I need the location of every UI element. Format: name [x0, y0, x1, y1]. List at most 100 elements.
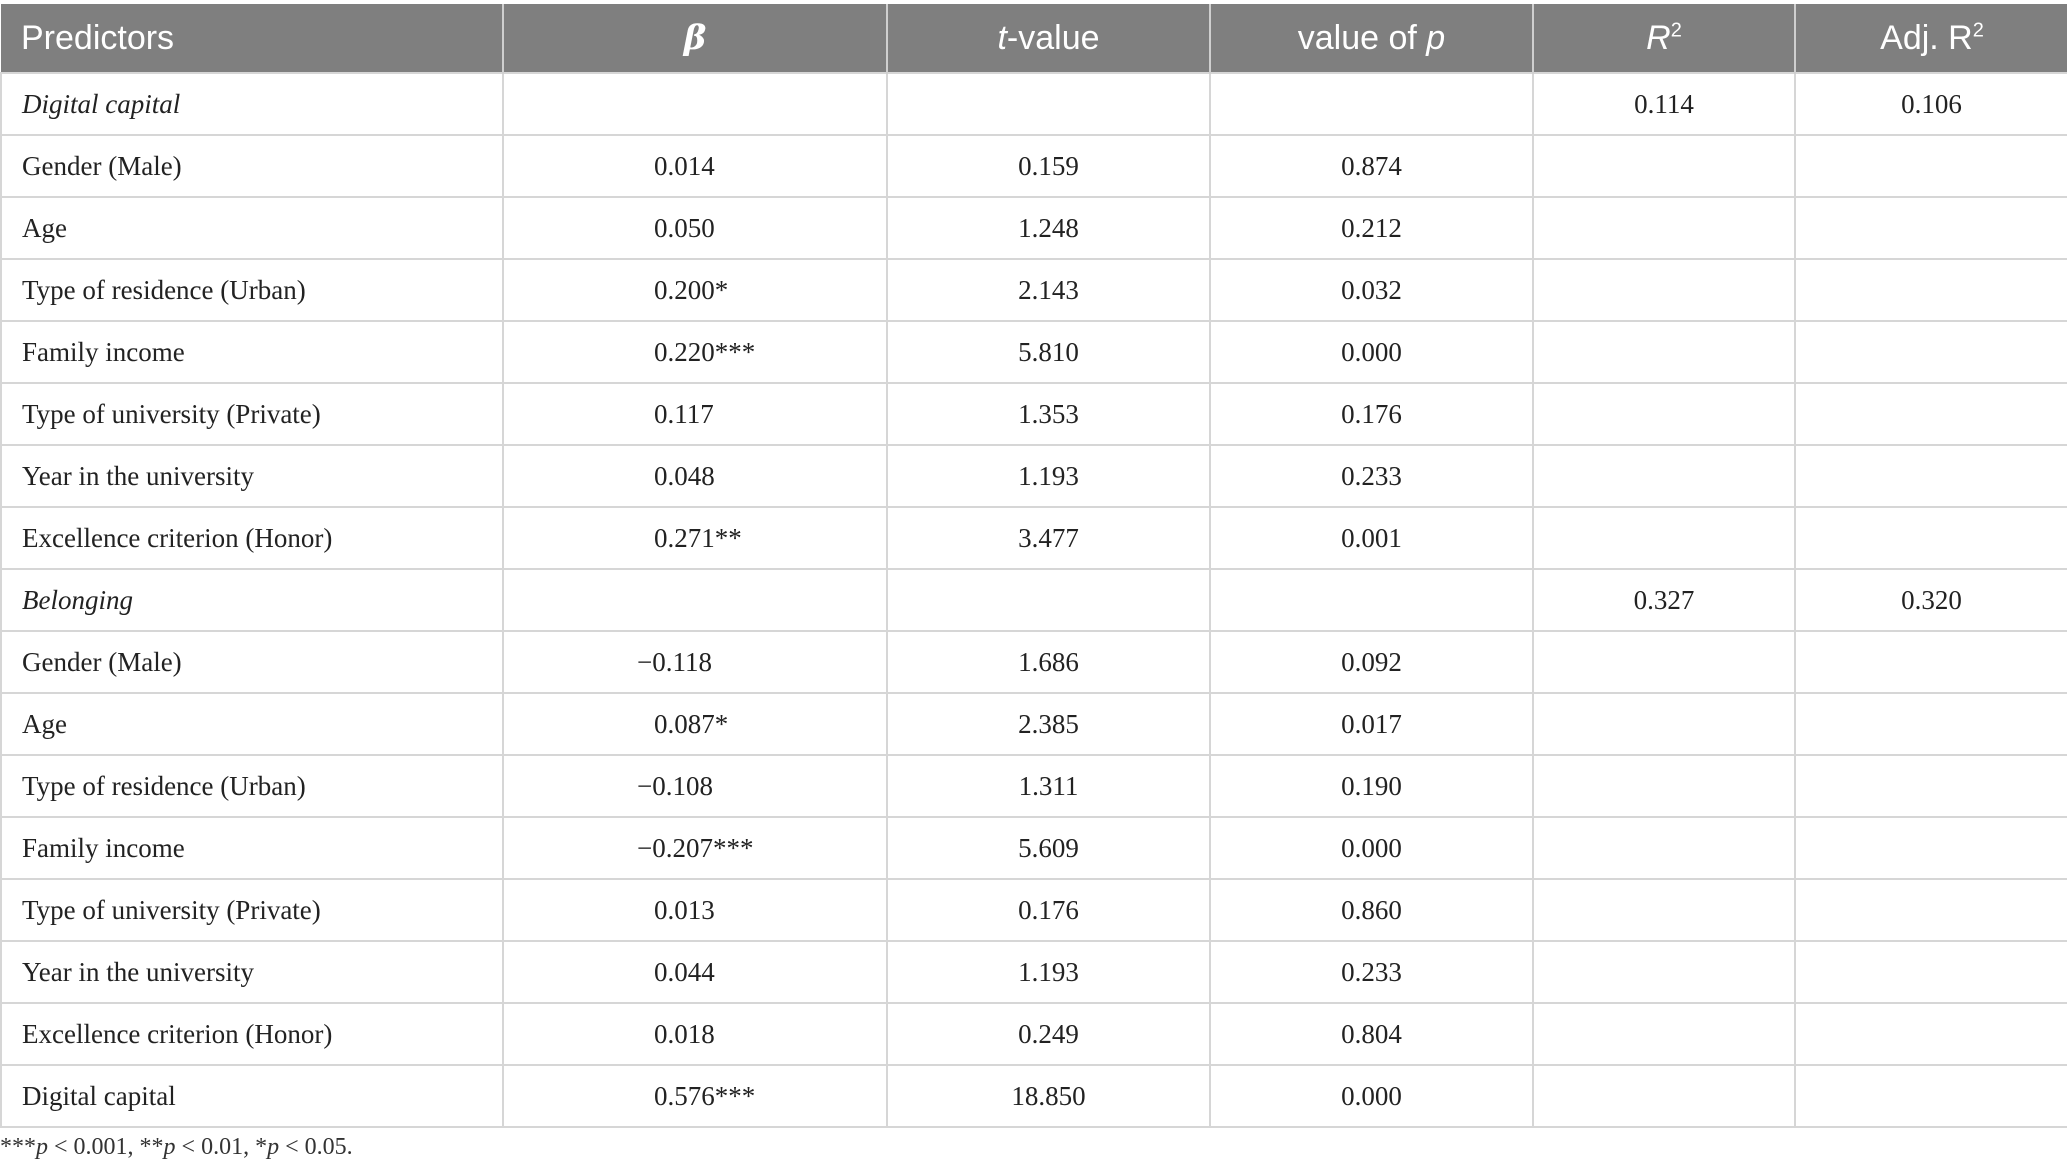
table-row: Type of university (Private) 0.013 0.176 0.… — [0, 878, 2067, 942]
table-header: Predictors β t-value value of p R2 Adj. … — [1, 4, 2067, 73]
table-footnote: ***p < 0.001, **p < 0.01, *p < 0.05. — [0, 1134, 353, 1161]
header-beta-symbol: β — [683, 18, 707, 58]
table-row: Year in the university 0.048 1.193 0.233 — [0, 444, 2067, 508]
r-squared-cell — [1532, 1064, 1796, 1128]
adj-r-squared-cell — [1794, 196, 2067, 260]
beta-cell: −0.207*** — [502, 816, 888, 880]
p-value-cell — [1209, 72, 1534, 136]
adj-r-squared-cell: 0.320 — [1794, 568, 2067, 632]
r-squared-cell — [1532, 320, 1796, 384]
table-body: Digital capital 0.114 0.106 Gender (Male) 0.… — [0, 72, 2067, 1128]
header-row: Predictors β t-value value of p R2 Adj. … — [1, 4, 2067, 73]
section-row: Digital capital 0.114 0.106 — [0, 72, 2067, 136]
footnote-part: *** — [0, 1134, 36, 1160]
header-p-value: value of p — [1210, 4, 1534, 73]
t-value-cell: 1.193 — [886, 940, 1211, 1004]
r-squared-cell: 0.327 — [1532, 568, 1796, 632]
footnote-part: < 0.05. — [279, 1134, 353, 1160]
beta-cell: 0.200* — [502, 258, 888, 322]
beta-cell: 0.018 — [502, 1002, 888, 1066]
header-adj-base: Adj. R — [1880, 18, 1973, 57]
p-value-cell: 0.000 — [1209, 1064, 1534, 1128]
table-row: Type of university (Private) 0.117 1.353 0.… — [0, 382, 2067, 446]
section-row: Belonging 0.327 0.320 — [0, 568, 2067, 632]
table-row: Excellence criterion (Honor) 0.018 0.249 0.… — [0, 1002, 2067, 1066]
header-adj-sup: 2 — [1972, 19, 1984, 42]
predictor-cell: Type of residence (Urban) — [0, 754, 504, 818]
p-value-cell: 0.190 — [1209, 754, 1534, 818]
header-t-suffix: -value — [1006, 18, 1100, 57]
table-row: Gender (Male) 0.014 0.159 0.874 — [0, 134, 2067, 198]
predictor-cell: Year in the university — [0, 444, 504, 508]
t-value-cell: 2.385 — [886, 692, 1211, 756]
t-value-cell: 0.249 — [886, 1002, 1211, 1066]
predictor-cell: Digital capital — [0, 1064, 504, 1128]
t-value-cell: 2.143 — [886, 258, 1211, 322]
r-squared-cell — [1532, 878, 1796, 942]
footnote-part: < 0.001, ** — [48, 1134, 164, 1160]
table-row: Type of residence (Urban) 0.200* 2.143 0.03… — [0, 258, 2067, 322]
t-value-cell: 0.159 — [886, 134, 1211, 198]
r-squared-cell — [1532, 940, 1796, 1004]
table-row: Family income 0.220*** 5.810 0.000 — [0, 320, 2067, 384]
r-squared-cell — [1532, 1002, 1796, 1066]
t-value-cell: 1.311 — [886, 754, 1211, 818]
table-row: Age 0.050 1.248 0.212 — [0, 196, 2067, 260]
predictor-cell: Age — [0, 692, 504, 756]
adj-r-squared-cell — [1794, 630, 2067, 694]
beta-cell: 0.220*** — [502, 320, 888, 384]
footnote-part: p — [267, 1134, 280, 1160]
p-value-cell: 0.000 — [1209, 816, 1534, 880]
beta-cell: 0.087* — [502, 692, 888, 756]
r-squared-cell — [1532, 816, 1796, 880]
p-value-cell: 0.001 — [1209, 506, 1534, 570]
footnote-part: p — [163, 1134, 176, 1160]
r-squared-cell — [1532, 258, 1796, 322]
header-r2-base: R — [1646, 18, 1671, 57]
adj-r-squared-cell — [1794, 754, 2067, 818]
table-row: Digital capital 0.576*** 18.850 0.000 — [0, 1064, 2067, 1128]
table-row: Type of residence (Urban) −0.108 1.311 0.19… — [0, 754, 2067, 818]
predictor-cell: Type of university (Private) — [0, 382, 504, 446]
t-value-cell: 0.176 — [886, 878, 1211, 942]
r-squared-cell — [1532, 754, 1796, 818]
r-squared-cell: 0.114 — [1532, 72, 1796, 136]
adj-r-squared-cell — [1794, 692, 2067, 756]
t-value-cell: 1.686 — [886, 630, 1211, 694]
t-value-cell — [886, 72, 1211, 136]
t-value-cell — [886, 568, 1211, 632]
header-p-var: p — [1426, 18, 1446, 57]
adj-r-squared-cell — [1794, 1002, 2067, 1066]
table-row: Family income −0.207*** 5.609 0.000 — [0, 816, 2067, 880]
adj-r-squared-cell — [1794, 444, 2067, 508]
r-squared-cell — [1532, 692, 1796, 756]
section-label: Belonging — [0, 568, 504, 632]
adj-r-squared-cell — [1794, 1064, 2067, 1128]
table-row: Excellence criterion (Honor) 0.271** 3.477… — [0, 506, 2067, 570]
t-value-cell: 5.810 — [886, 320, 1211, 384]
header-beta: β — [503, 4, 888, 73]
footnote-part: < 0.01, * — [175, 1134, 268, 1160]
predictor-cell: Type of university (Private) — [0, 878, 504, 942]
header-r-squared: R2 — [1533, 4, 1796, 73]
predictor-cell: Type of residence (Urban) — [0, 258, 504, 322]
adj-r-squared-cell — [1794, 320, 2067, 384]
r-squared-cell — [1532, 506, 1796, 570]
beta-cell: −0.118 — [502, 630, 888, 694]
r-squared-cell — [1532, 444, 1796, 508]
p-value-cell: 0.032 — [1209, 258, 1534, 322]
p-value-cell: 0.860 — [1209, 878, 1534, 942]
adj-r-squared-cell — [1794, 382, 2067, 446]
p-value-cell: 0.000 — [1209, 320, 1534, 384]
p-value-cell — [1209, 568, 1534, 632]
table-row: Year in the university 0.044 1.193 0.233 — [0, 940, 2067, 1004]
p-value-cell: 0.092 — [1209, 630, 1534, 694]
adj-r-squared-cell — [1794, 940, 2067, 1004]
adj-r-squared-cell: 0.106 — [1794, 72, 2067, 136]
p-value-cell: 0.176 — [1209, 382, 1534, 446]
r-squared-cell — [1532, 134, 1796, 198]
t-value-cell: 1.193 — [886, 444, 1211, 508]
r-squared-cell — [1532, 630, 1796, 694]
p-value-cell: 0.212 — [1209, 196, 1534, 260]
predictor-cell: Gender (Male) — [0, 134, 504, 198]
